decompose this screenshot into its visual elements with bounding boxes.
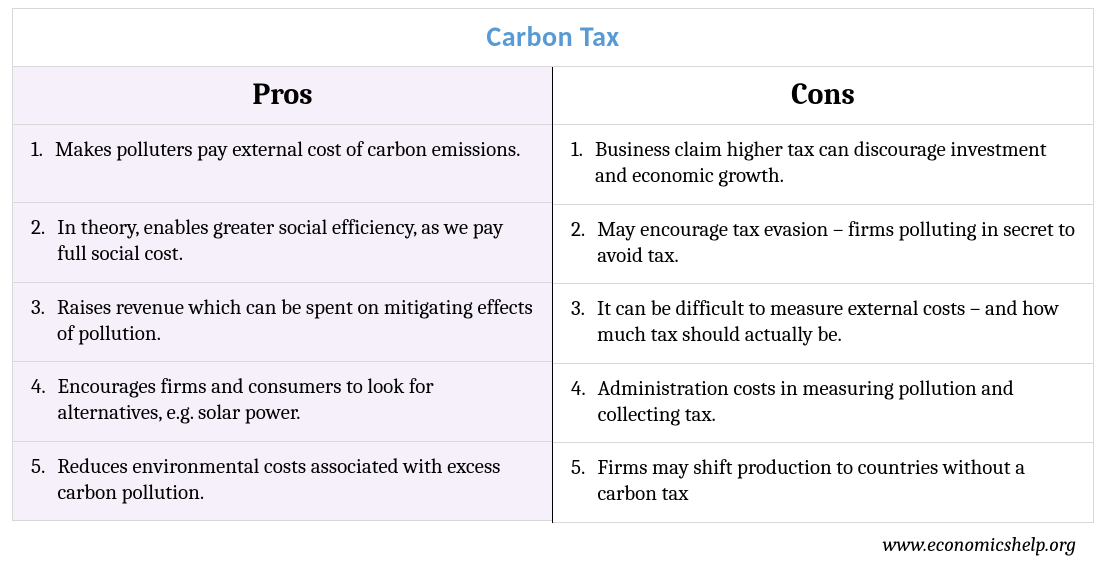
table-row: 1. Business claim higher tax can discour… [553, 125, 1094, 205]
item-text: Firms may shift production to countries … [591, 455, 1075, 508]
item-number: 4. [571, 376, 586, 429]
item-number: 4. [31, 374, 46, 427]
item-text: In theory, enables greater social effici… [51, 215, 534, 268]
item-text: Makes polluters pay external cost of car… [49, 137, 521, 163]
item-number: 1. [571, 137, 583, 190]
pros-column: Pros 1. Makes polluters pay external cos… [12, 67, 553, 523]
item-number: 3. [571, 296, 585, 349]
item-text: It can be difficult to measure external … [591, 296, 1075, 349]
table-row: 1. Makes polluters pay external cost of … [12, 125, 552, 203]
pros-header: Pros [12, 67, 552, 125]
table-row: 5. Firms may shift production to countri… [553, 443, 1094, 523]
item-number: 5. [571, 455, 585, 508]
comparison-table: Carbon Tax Pros 1. Makes polluters pay e… [12, 8, 1094, 556]
item-text: Raises revenue which can be spent on mit… [51, 295, 534, 348]
cons-column: Cons 1. Business claim higher tax can di… [553, 67, 1094, 523]
source-attribution: www.economicshelp.org [12, 523, 1094, 556]
table-row: 2. May encourage tax evasion – firms pol… [553, 205, 1094, 285]
item-number: 2. [571, 217, 585, 270]
item-number: 2. [31, 215, 45, 268]
item-number: 3. [31, 295, 45, 348]
item-text: May encourage tax evasion – firms pollut… [591, 217, 1075, 270]
table-row: 4. Encourages firms and consumers to loo… [12, 362, 552, 442]
table-row: 3. Raises revenue which can be spent on … [12, 283, 552, 363]
item-text: Business claim higher tax can discourage… [589, 137, 1075, 190]
title-row: Carbon Tax [12, 8, 1094, 67]
item-number: 1. [31, 137, 43, 163]
item-text: Reduces environmental costs associated w… [51, 454, 534, 507]
table-row: 4. Administration costs in measuring pol… [553, 364, 1094, 444]
cons-header: Cons [553, 67, 1094, 125]
item-text: Administration costs in measuring pollut… [592, 376, 1075, 429]
table-row: 5. Reduces environmental costs associate… [12, 442, 552, 522]
item-text: Encourages firms and consumers to look f… [52, 374, 534, 427]
item-number: 5. [31, 454, 45, 507]
page-title: Carbon Tax [486, 19, 619, 54]
table-row: 3. It can be difficult to measure extern… [553, 284, 1094, 364]
columns-container: Pros 1. Makes polluters pay external cos… [12, 67, 1094, 523]
table-row: 2. In theory, enables greater social eff… [12, 203, 552, 283]
